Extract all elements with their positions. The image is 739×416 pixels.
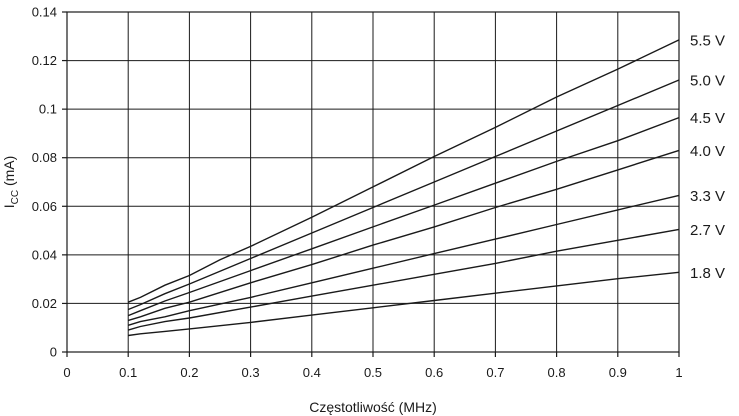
y-tick-label: 0.02 [32,296,57,311]
y-tick-label: 0.06 [32,199,57,214]
series-line-5-0-v [127,79,680,311]
y-tick-label: 0.12 [32,53,57,68]
grid-lines [67,12,679,352]
y-tick-label: 0.14 [32,5,57,20]
series-label: 3.3 V [690,188,725,205]
x-tick-label: 0 [63,365,70,380]
series-label: 4.0 V [690,143,725,160]
series-labels: 5.5 V 5.0 V 4.5 V 4.0 V 3.3 V 2.7 V 1.8 V [690,32,725,281]
y-tick-label: 0.08 [32,150,57,165]
y-axis-title-main: I [1,204,17,208]
y-axis-title: ICC (mA) [1,156,21,209]
x-tick-label: 0.2 [180,365,198,380]
series-line-1-8-v [128,271,680,337]
x-tick-label: 0.1 [119,365,137,380]
x-tick-labels: 0 0.1 0.2 0.3 0.4 0.5 0.6 0.7 0.8 0.9 1 [63,365,682,380]
series-line-4-5-v [127,116,680,317]
series-label: 1.8 V [690,265,725,282]
y-axis-title-unit: (mA) [1,156,17,190]
series-label: 5.0 V [690,73,725,90]
x-tick-label: 0.5 [364,365,382,380]
x-tick-label: 0.4 [303,365,321,380]
series-line-3-3-v [127,194,680,326]
series-label: 5.5 V [690,32,725,49]
y-tick-label: 0.1 [39,102,57,117]
series-line-4-0-v [128,149,680,322]
x-tick-label: 0.8 [548,365,566,380]
y-tick-label: 0 [50,345,57,360]
x-tick-label: 0.3 [242,365,260,380]
y-tick-label: 0.04 [32,247,57,262]
x-tick-label: 0.6 [425,365,443,380]
y-tick-labels: 0 0.02 0.04 0.06 0.08 0.1 0.12 0.14 [32,5,57,360]
series-line-5-5-v [127,39,680,303]
x-axis-title: Częstotliwość (MHz) [309,399,437,415]
x-tick-label: 0.7 [486,365,504,380]
plot-border [66,11,680,353]
plot-frame [62,11,680,357]
series-label: 4.5 V [690,110,725,127]
x-tick-label: 1 [675,365,682,380]
y-axis-title-sub: CC [10,190,21,204]
series-line-2-7-v [128,228,680,331]
series-lines [127,39,680,337]
series-label: 2.7 V [690,222,725,239]
x-tick-label: 0.9 [609,365,627,380]
